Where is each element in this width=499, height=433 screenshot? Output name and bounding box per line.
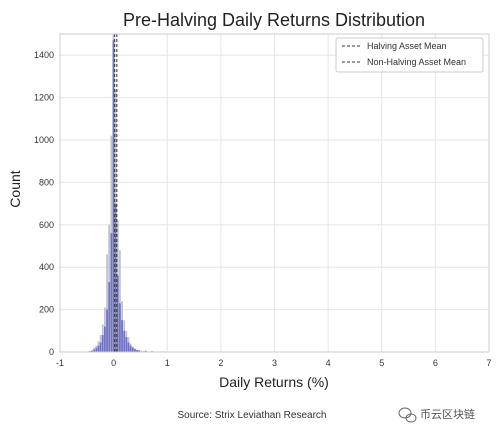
histogram-bar <box>110 233 113 352</box>
histogram-bar <box>88 350 91 352</box>
y-tick-label: 800 <box>39 177 54 187</box>
histogram-bar <box>114 203 117 352</box>
grid <box>59 34 490 353</box>
wechat-icon <box>398 407 417 423</box>
histogram-bar <box>136 349 138 352</box>
y-tick-label: 0 <box>49 347 54 357</box>
histogram-bar <box>108 282 111 352</box>
legend-entry-halving-mean: Halving Asset Mean <box>367 41 447 51</box>
y-tick-label: 1400 <box>34 50 54 60</box>
x-axis-label: Daily Returns (%) <box>219 374 329 390</box>
histogram-bar <box>125 337 128 352</box>
y-tick-label: 1000 <box>34 135 54 145</box>
histogram-bar <box>129 345 132 352</box>
chart-title: Pre-Halving Daily Returns Distribution <box>123 10 425 30</box>
histogram-bar <box>118 250 121 352</box>
halving-series <box>88 40 164 353</box>
x-tick-label: 6 <box>433 358 438 368</box>
x-tick-label: 4 <box>326 358 331 368</box>
histogram-bar <box>97 345 100 352</box>
histogram-bar <box>99 342 102 352</box>
legend: Halving Asset Mean Non-Halving Asset Mea… <box>335 37 484 73</box>
x-tick-label: 2 <box>218 358 223 368</box>
x-tick-label: -1 <box>56 358 64 368</box>
non-halving-series <box>93 34 151 353</box>
histogram-bar <box>101 335 104 352</box>
histogram-bar <box>106 309 108 352</box>
watermark: 币云区块链 <box>398 407 475 423</box>
x-tick-label: 5 <box>379 358 384 368</box>
histogram-bar <box>138 350 141 352</box>
y-tick-label: 1200 <box>34 93 54 103</box>
histogram-bar <box>116 275 119 352</box>
x-tick-label: 1 <box>165 358 170 368</box>
mean-lines <box>114 34 118 352</box>
legend-entry-non-halving-mean: Non-Halving Asset Mean <box>367 57 466 67</box>
histogram-bar <box>112 40 115 353</box>
histogram-bar <box>144 350 147 352</box>
histogram-bar <box>140 350 143 352</box>
histogram-bar <box>106 254 108 352</box>
x-axis-ticks: -1 0 1 2 3 4 5 6 7 <box>56 358 492 368</box>
histogram-bar <box>134 348 136 352</box>
histogram-bar <box>118 303 121 352</box>
x-tick-label: 0 <box>111 358 116 368</box>
y-axis-ticks: 0 200 400 600 800 1000 1200 1400 <box>34 50 54 357</box>
legend-box <box>335 37 484 73</box>
y-tick-label: 200 <box>39 305 54 315</box>
histogram-bar <box>103 326 106 352</box>
y-axis-label: Count <box>7 170 23 207</box>
histogram-bar <box>121 320 123 352</box>
histogram-bar <box>142 350 145 352</box>
y-tick-label: 400 <box>39 262 54 272</box>
watermark-text: 币云区块链 <box>420 407 475 421</box>
x-tick-label: 7 <box>486 358 491 368</box>
histogram-bar <box>93 349 96 352</box>
histogram-bar <box>127 342 130 352</box>
source-note: Source: Strix Leviathan Research <box>178 410 327 421</box>
histogram-bar <box>131 347 134 352</box>
y-tick-label: 600 <box>39 220 54 230</box>
histogram-bar <box>123 330 126 352</box>
histogram-bar <box>91 350 93 352</box>
plot-frame <box>59 33 490 353</box>
x-tick-label: 3 <box>272 358 277 368</box>
histogram-bar <box>95 347 98 352</box>
